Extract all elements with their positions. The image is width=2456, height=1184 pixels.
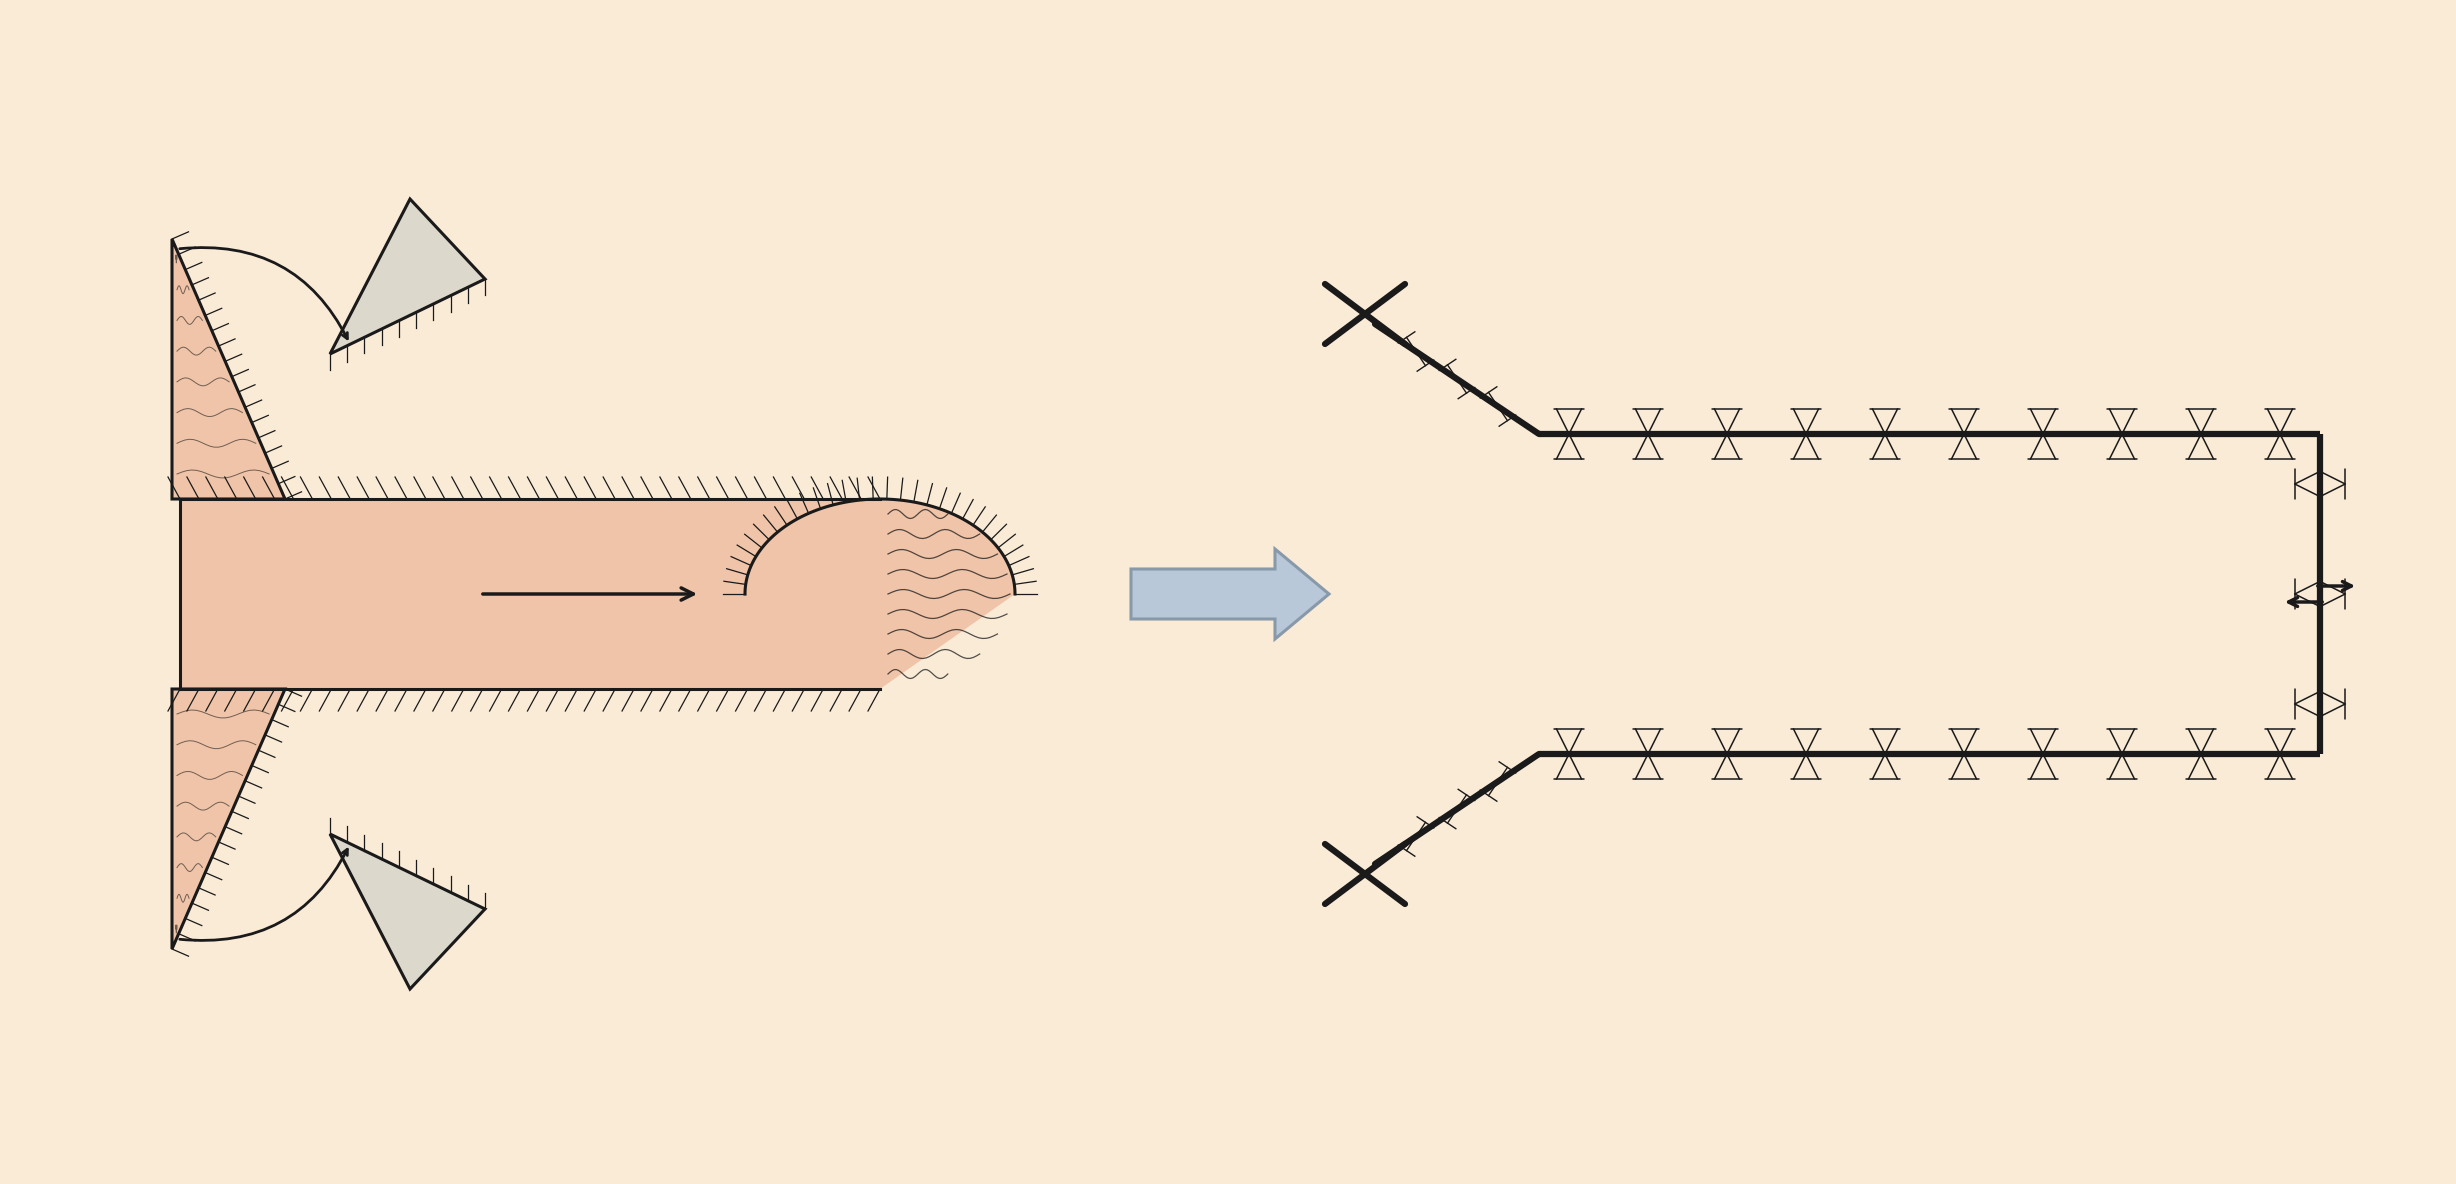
Polygon shape <box>329 199 484 354</box>
Polygon shape <box>1132 549 1329 639</box>
Polygon shape <box>172 239 285 498</box>
Polygon shape <box>172 689 285 950</box>
Polygon shape <box>744 498 1014 689</box>
Polygon shape <box>329 834 484 989</box>
